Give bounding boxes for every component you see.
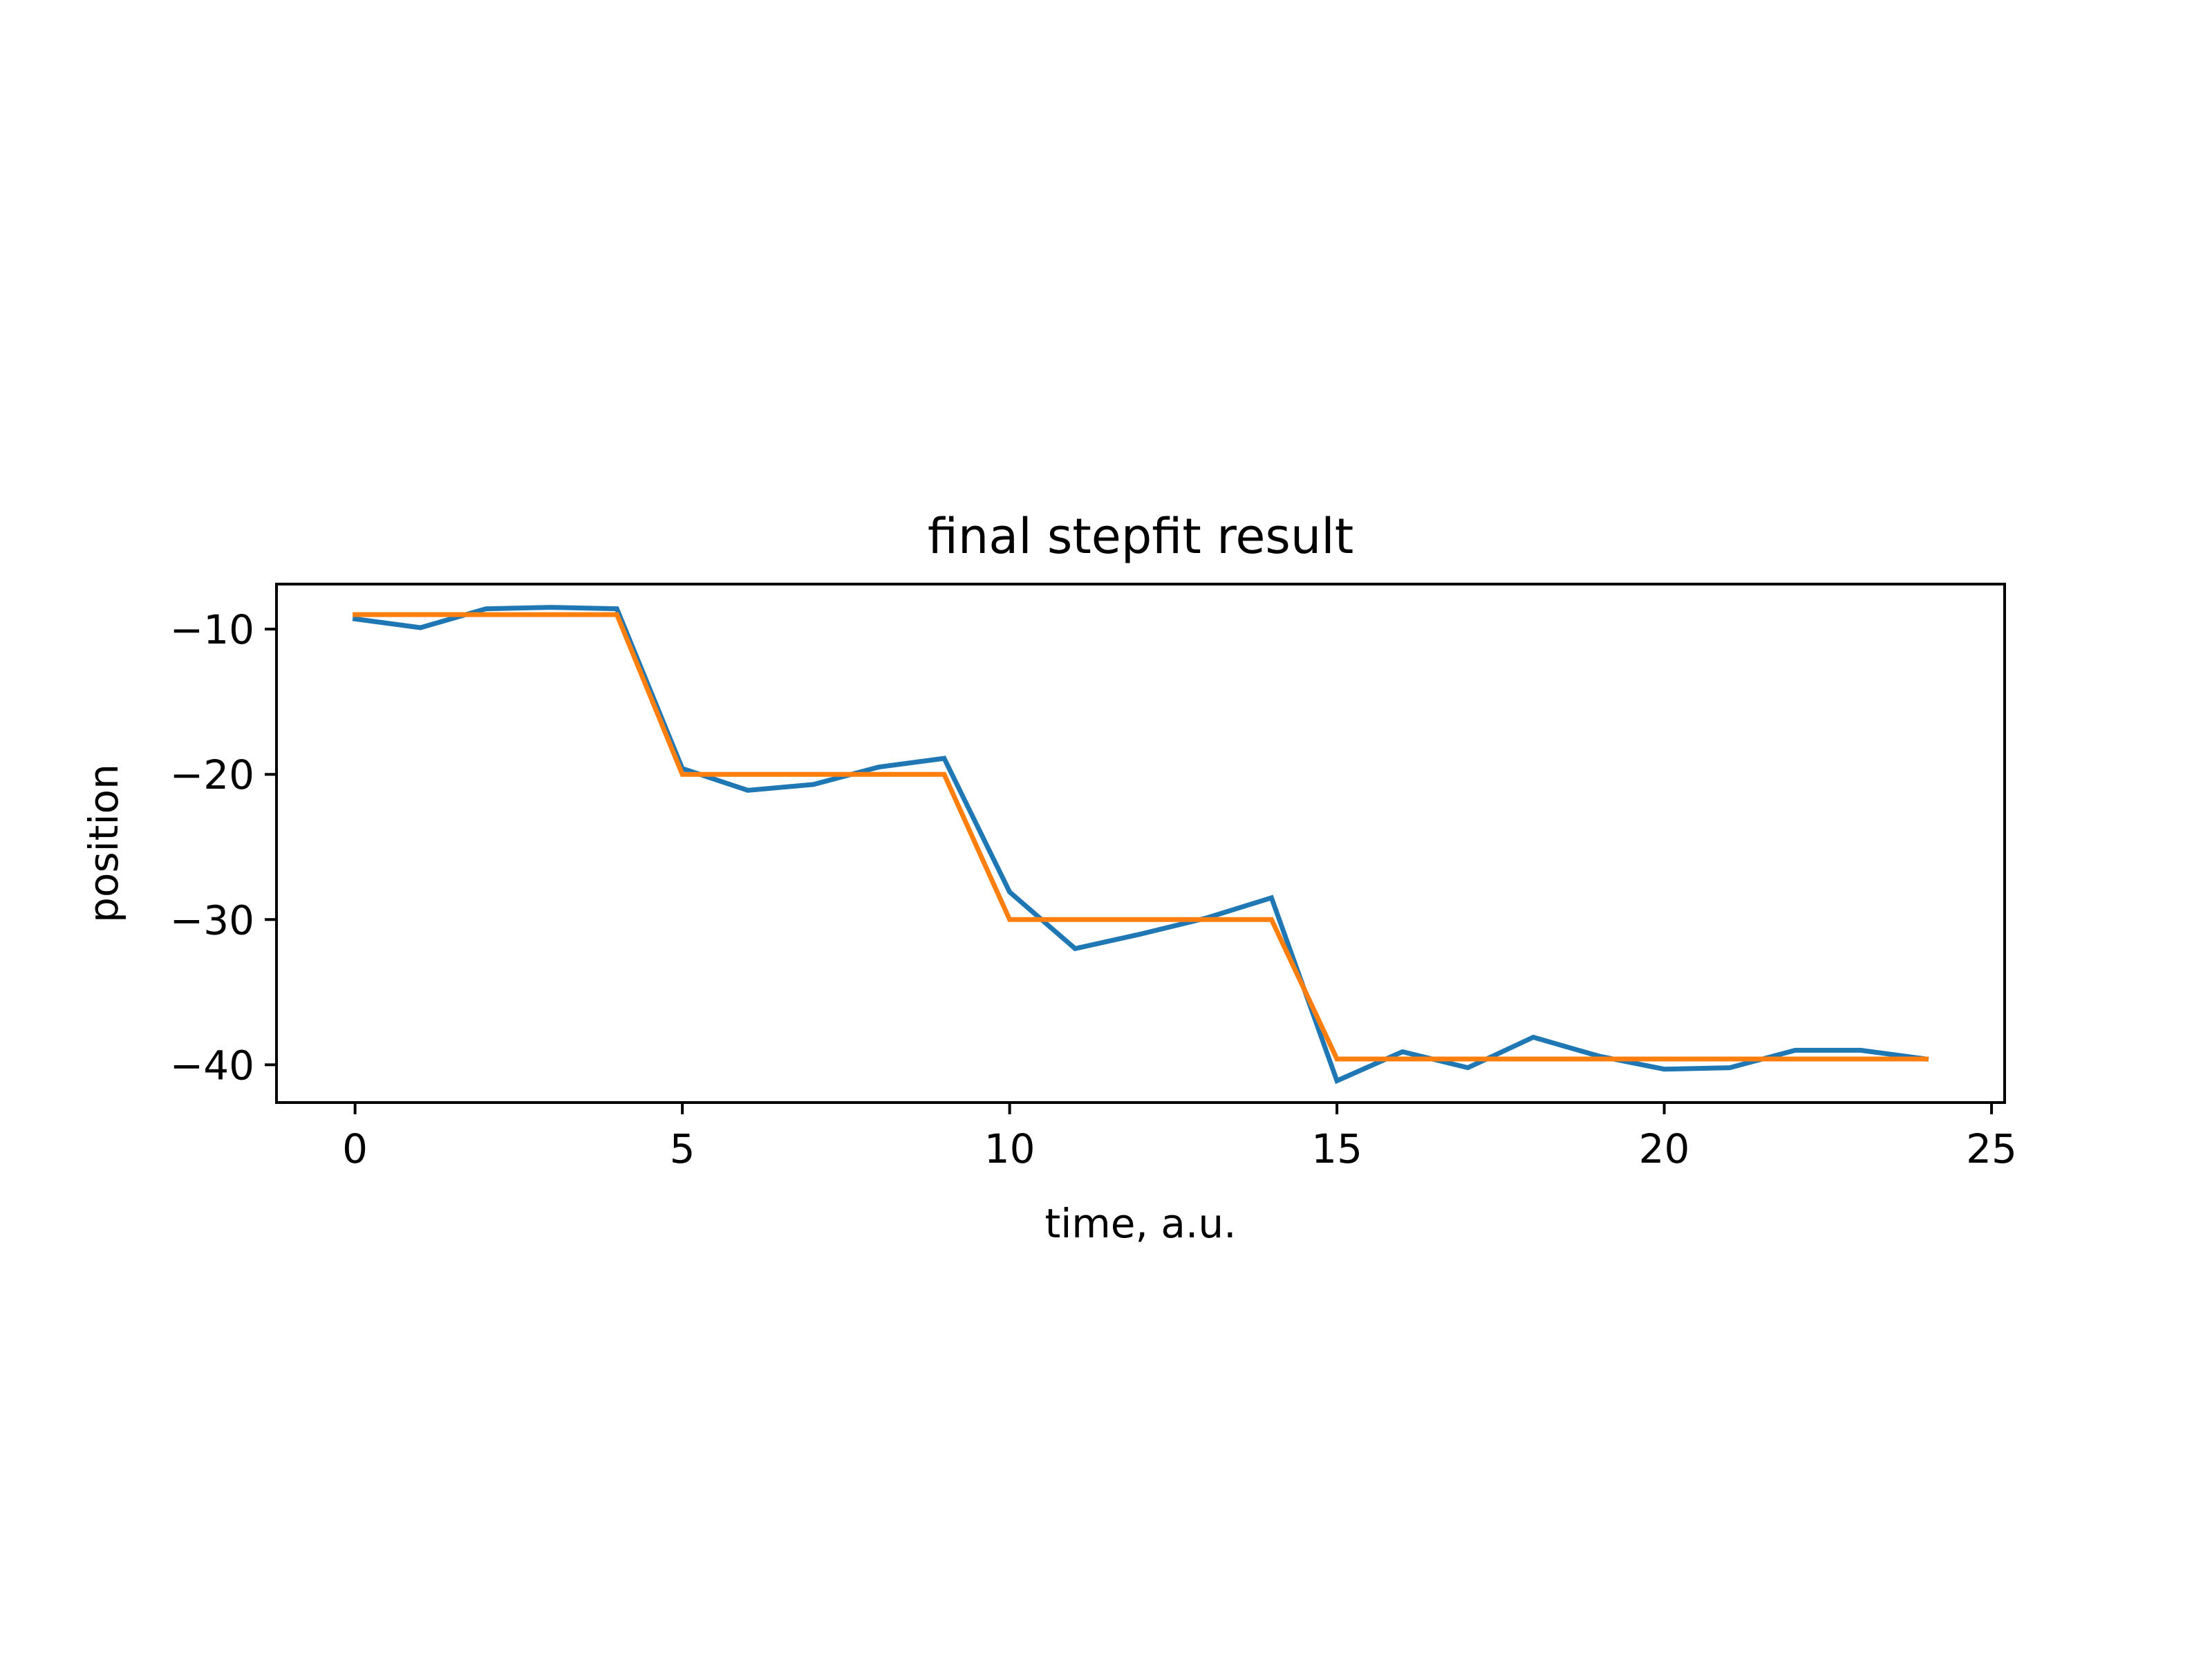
y-tick-label: −10	[170, 606, 254, 653]
series-line-2	[353, 612, 1929, 1062]
x-tick-label: 25	[1966, 1125, 2017, 1172]
y-tick-label: −20	[170, 751, 254, 798]
x-tick-label: 0	[342, 1125, 368, 1172]
y-axis-label: position	[80, 764, 127, 923]
series-layer	[352, 605, 1929, 1085]
x-tick-label: 10	[984, 1125, 1035, 1172]
y-tick-label: −30	[170, 897, 254, 944]
series-line-1	[352, 605, 1929, 1085]
y-axis-ticks: −10 −20 −30 −40	[170, 606, 276, 1089]
x-tick-label: 5	[670, 1125, 695, 1172]
x-axis-ticks: 0 5 10 15 20 25	[342, 1103, 2017, 1172]
plot-area	[275, 583, 2006, 1104]
chart-title: final stepfit result	[928, 508, 1353, 565]
x-tick-label: 20	[1639, 1125, 1690, 1172]
axes-frame	[275, 583, 2006, 1104]
y-tick-label: −40	[170, 1042, 254, 1089]
x-axis-label: time, a.u.	[1044, 1200, 1236, 1247]
x-tick-label: 15	[1311, 1125, 1362, 1172]
